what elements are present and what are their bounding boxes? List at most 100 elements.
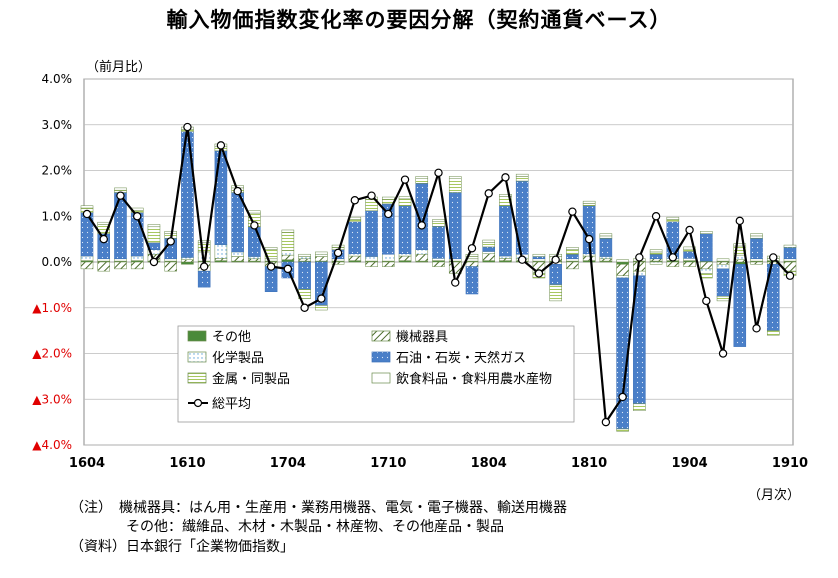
bar-inshoku	[432, 219, 445, 222]
note-machinery: （注） 機械器具：はん用・生産用・業務用機器、電気・電子機器、輸送用機器	[70, 500, 567, 516]
bar-inshoku	[298, 253, 311, 257]
bar-sekiyu	[549, 264, 562, 286]
bar-kagaku	[181, 257, 194, 260]
bar-kikai	[415, 253, 429, 262]
bar-sekiyu	[365, 210, 378, 257]
bar-kagaku	[750, 258, 763, 262]
avg-point	[149, 257, 159, 267]
legend-swatch-kinzoku	[187, 372, 207, 384]
avg-point	[199, 262, 209, 271]
avg-point	[133, 212, 142, 221]
bar-kagaku	[499, 255, 512, 259]
y-tick-label: ▲2.0%	[32, 347, 72, 361]
legend-label-kinzoku: 金属・同製品	[212, 371, 290, 387]
legend-marker-avg	[193, 398, 203, 408]
avg-point	[250, 221, 259, 230]
bar-kagaku	[298, 256, 311, 260]
bar-kagaku	[348, 253, 362, 257]
bar-kikai	[482, 253, 495, 261]
bar-kinzoku	[766, 330, 780, 336]
avg-point	[400, 175, 410, 184]
bar-inshoku	[281, 229, 295, 233]
avg-point	[333, 248, 343, 258]
bar-kagaku	[80, 255, 94, 261]
bar-sekiyu	[298, 261, 311, 290]
bar-kagaku	[281, 250, 295, 256]
bar-kikai	[398, 255, 412, 261]
x-tick-labels: 1604 1610 1704 1710 1804 1810 1904 1910	[69, 456, 808, 471]
bar-kikai	[683, 261, 696, 267]
bar-kinzoku	[432, 221, 445, 227]
bar-kagaku	[231, 251, 244, 257]
bar-inshoku	[80, 205, 94, 209]
y-tick-label: 2.0%	[42, 164, 73, 178]
avg-point	[785, 271, 795, 280]
bar-inshoku	[515, 173, 529, 177]
bar-inshoku	[197, 240, 211, 244]
bar-kikai	[181, 259, 194, 263]
bar-sekiyu	[398, 205, 412, 255]
avg-point	[467, 244, 477, 253]
bar-inshoku	[716, 258, 730, 262]
bar-kagaku	[683, 258, 696, 261]
y-tick-label: 0.0%	[42, 255, 73, 269]
x-tick-label: 1710	[370, 456, 406, 471]
bar-kikai	[130, 261, 144, 270]
avg-point	[266, 262, 276, 271]
y-tick-label: ▲3.0%	[32, 392, 72, 406]
bar-kagaku	[248, 256, 261, 260]
avg-point	[484, 189, 493, 198]
bar-inshoku	[683, 246, 696, 250]
bar-sonota	[281, 259, 295, 263]
y-tick-label: 1.0%	[42, 209, 73, 223]
bar-kikai	[465, 261, 479, 267]
bar-kinzoku	[582, 203, 596, 206]
bar-kagaku	[114, 258, 127, 262]
bar-sekiyu	[432, 226, 445, 259]
avg-point	[116, 191, 125, 200]
avg-point	[651, 212, 661, 221]
bar-sekiyu	[599, 237, 613, 257]
bar-sekiyu	[666, 221, 680, 259]
bar-kagaku	[582, 253, 596, 257]
bar-sekiyu	[783, 247, 797, 260]
avg-point	[417, 221, 426, 230]
bar-inshoku	[599, 233, 613, 237]
bar-inshoku	[666, 216, 680, 220]
avg-point	[350, 196, 360, 205]
avg-point	[534, 269, 544, 278]
avg-point	[300, 303, 309, 312]
bar-inshoku	[700, 231, 713, 234]
bar-inshoku	[382, 196, 395, 200]
bar-kinzoku	[566, 249, 579, 255]
avg-point	[685, 225, 694, 235]
bar-sekiyu	[214, 150, 228, 245]
bar-sekiyu	[465, 266, 479, 295]
bar-inshoku	[750, 233, 763, 237]
bar-inshoku	[398, 196, 412, 200]
bar-sekiyu	[482, 246, 495, 252]
legend-label-sekiyu: 石油・石炭・天然ガス	[396, 350, 526, 366]
bar-sekiyu	[197, 270, 211, 288]
bar-kagaku	[482, 251, 495, 255]
y-tick-labels: 4.0% 3.0% 2.0% 1.0% 0.0% ▲1.0% ▲2.0% ▲3.0% ▲4.0%	[32, 72, 72, 452]
legend-swatch-kagaku	[187, 351, 207, 363]
bar-kikai	[281, 254, 295, 260]
bar-kinzoku	[398, 198, 412, 206]
avg-point	[434, 168, 443, 177]
bar-kinzoku	[147, 226, 161, 244]
bar-kinzoku	[716, 296, 730, 302]
bar-inshoku	[164, 231, 177, 234]
bar-kinzoku	[750, 235, 763, 239]
bar-kagaku	[415, 249, 429, 255]
bar-kikai	[499, 258, 512, 261]
legend-label-inshoku: 飲食料品・食料用農水産物	[396, 371, 552, 387]
bar-kinzoku	[448, 178, 462, 193]
avg-point	[718, 349, 728, 358]
bar-inshoku	[147, 224, 161, 228]
bar-kikai	[432, 261, 445, 267]
legend-label-kikai: 機械器具	[396, 330, 448, 345]
bar-kinzoku	[348, 219, 362, 222]
bar-kagaku	[633, 270, 646, 276]
bar-sekiyu	[348, 221, 362, 255]
